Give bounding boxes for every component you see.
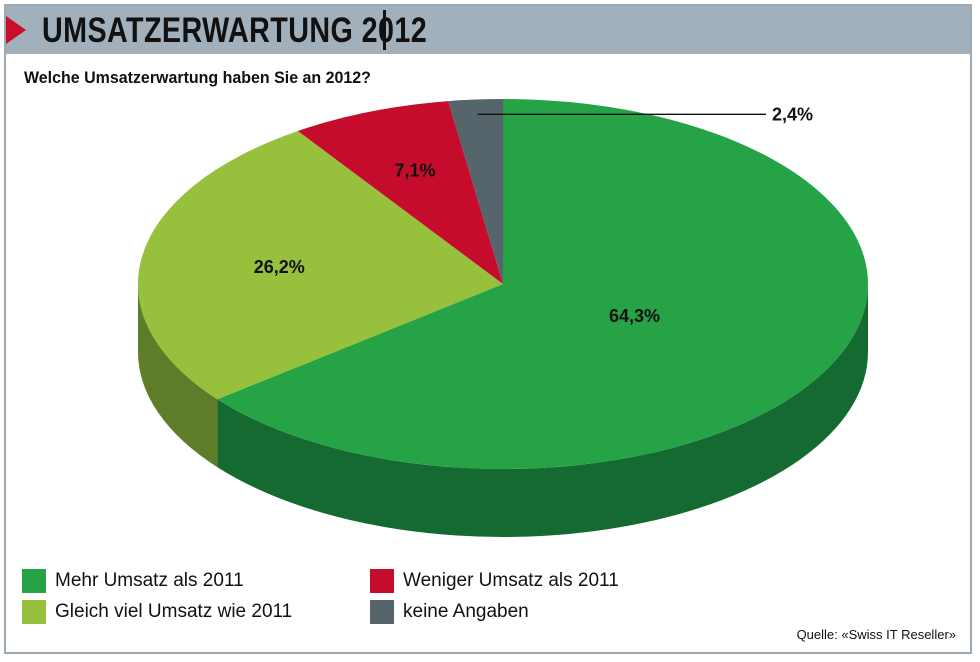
legend-swatch	[22, 569, 46, 593]
legend-item-gleich-viel-umsatz: Gleich viel Umsatz wie 2011	[22, 600, 292, 624]
legend-item-keine-angaben: keine Angaben	[370, 600, 529, 624]
slice-label-1: 26,2%	[254, 257, 305, 277]
header-bar: UMSATZERWARTUNG 2012	[6, 6, 970, 54]
source-note: Quelle: «Swiss IT Reseller»	[796, 627, 956, 642]
legend-item-mehr-umsatz: Mehr Umsatz als 2011	[22, 569, 244, 593]
slice-label-2: 7,1%	[394, 160, 435, 180]
title-divider	[383, 10, 386, 50]
pie-slice-1	[138, 130, 503, 400]
legend-item-weniger-umsatz: Weniger Umsatz als 2011	[370, 569, 619, 593]
legend-swatch	[370, 600, 394, 624]
infographic-frame: UMSATZERWARTUNG 2012 Welche Umsatzerwart…	[4, 4, 972, 654]
pie-chart: 64,3% 26,2% 7,1% 2,4%	[138, 99, 869, 537]
header-arrow-icon	[6, 16, 26, 44]
slice-label-3: 2,4%	[772, 104, 813, 124]
legend-label: Mehr Umsatz als 2011	[55, 570, 244, 591]
legend-label: Gleich viel Umsatz wie 2011	[55, 601, 293, 622]
legend-label: Weniger Umsatz als 2011	[403, 570, 619, 591]
legend-swatch	[22, 600, 46, 624]
pie-slice-0	[217, 99, 869, 469]
page-title: UMSATZERWARTUNG 2012	[42, 11, 428, 50]
chart-question: Welche Umsatzerwartung haben Sie an 2012…	[24, 68, 371, 87]
pie-slice-3	[448, 99, 503, 284]
pie-side-0	[217, 284, 868, 537]
legend-swatch	[370, 569, 394, 593]
pie-side-1	[138, 284, 218, 468]
slice-label-0: 64,3%	[609, 306, 660, 326]
legend-label: keine Angaben	[403, 601, 529, 622]
pie-slice-2	[297, 101, 503, 284]
